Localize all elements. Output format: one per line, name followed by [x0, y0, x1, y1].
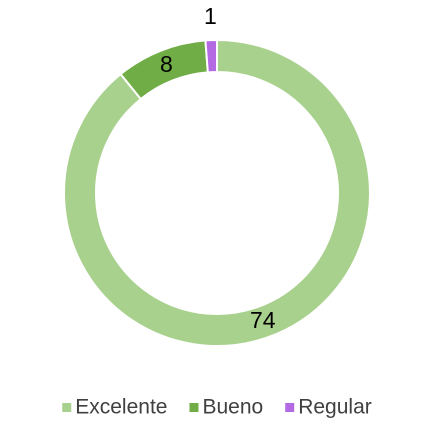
legend-swatch — [285, 403, 295, 412]
data-label: 74 — [250, 307, 276, 333]
legend: Excelente Bueno Regular — [62, 396, 372, 419]
legend-label: Bueno — [202, 396, 263, 419]
legend-swatch — [62, 403, 72, 412]
data-labels: 74 8 1 — [160, 3, 276, 333]
donut-slice — [63, 38, 371, 347]
donut — [63, 38, 371, 347]
legend-swatch — [189, 403, 199, 412]
data-label: 1 — [204, 3, 217, 29]
donut-slice — [204, 38, 218, 74]
legend-label: Excelente — [75, 396, 167, 419]
data-label: 8 — [160, 51, 173, 77]
legend-label: Regular — [298, 396, 372, 419]
